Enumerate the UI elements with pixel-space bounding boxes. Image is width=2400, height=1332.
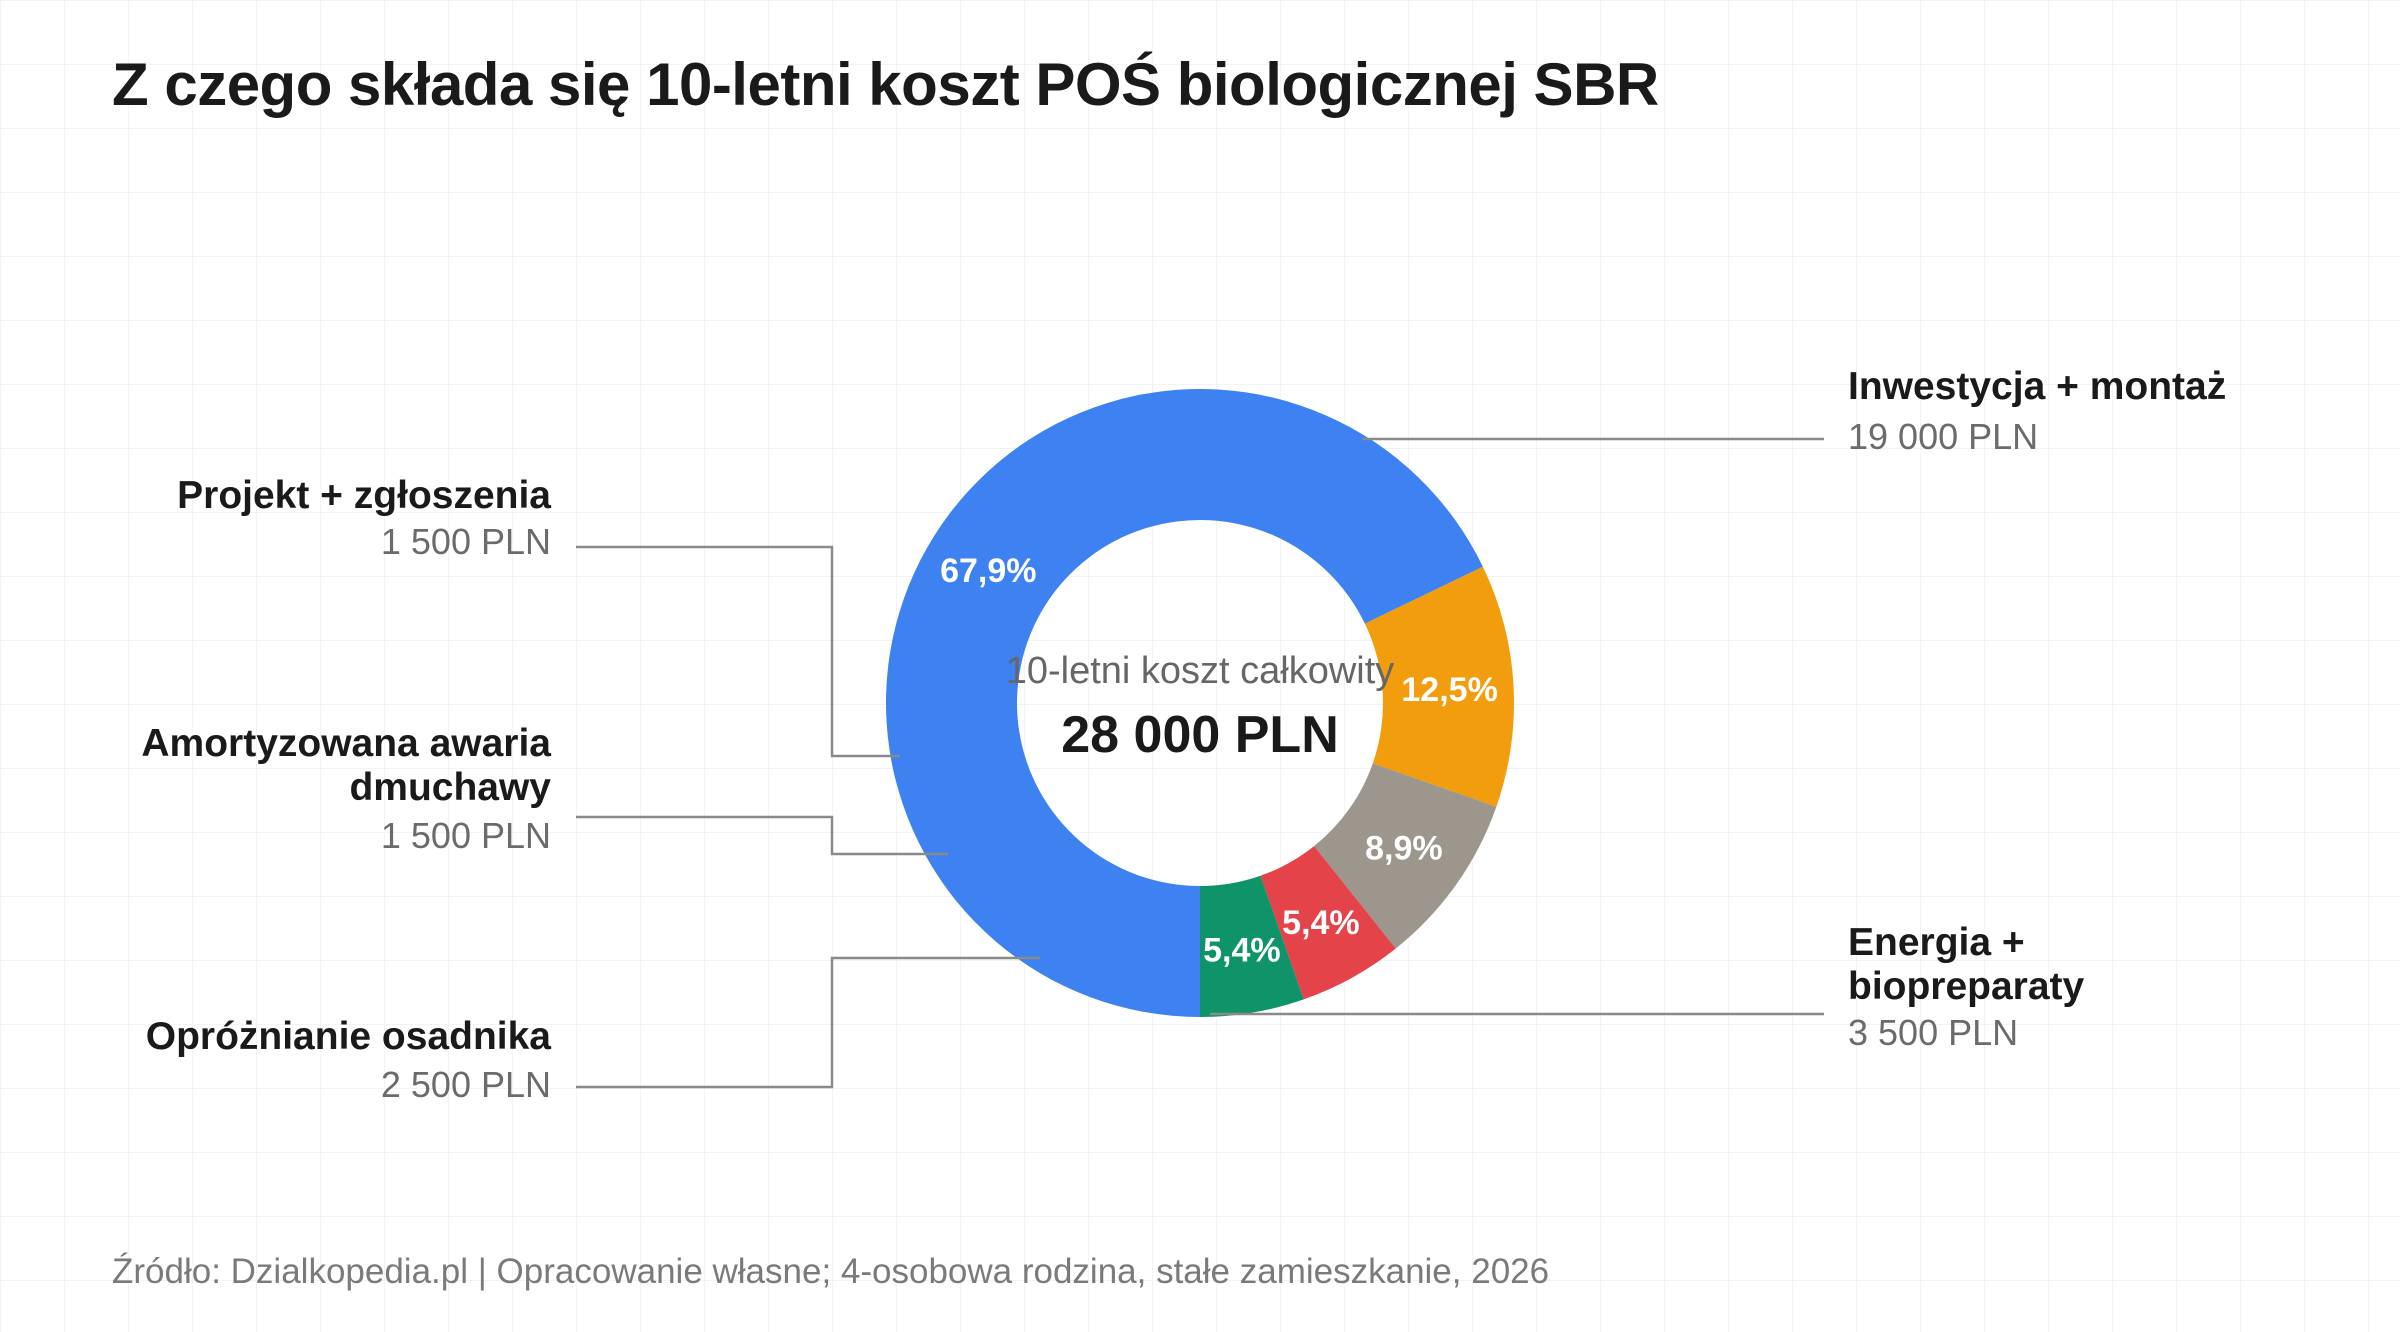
callout-name-0: Inwestycja + montaż [1848,365,2226,408]
slice-label-3: 5,4% [1282,904,1360,942]
callouts: Inwestycja + montaż 19 000 PLN Energia + bi… [141,365,2226,1105]
slice-label-2: 8,9% [1365,830,1443,868]
callout-value-1: 3 500 PLN [1848,1012,2018,1053]
callout-value-4: 1 500 PLN [381,521,551,562]
leader-line-2 [576,956,1040,1089]
callout-name-2: Opróżnianie osadnika [146,1015,552,1058]
center-caption: 10-letni koszt całkowity [1006,650,1395,692]
callout-value-0: 19 000 PLN [1848,416,2038,457]
callout-name-4: Projekt + zgłoszenia [177,474,551,517]
slice-label-0: 67,9% [940,552,1036,590]
slice-3 [1260,846,1396,1000]
callout-value-3: 1 500 PLN [381,815,551,856]
slice-0 [886,389,1483,1017]
slice-labels: 67,9%12,5%8,9%5,4%5,4% [940,552,1498,969]
callout-value-2: 2 500 PLN [381,1064,551,1105]
center-total: 28 000 PLN [1061,706,1339,764]
slice-label-4: 5,4% [1203,931,1281,969]
chart-title: Z czego składa się 10-letni koszt POŚ bi… [112,51,1659,118]
slice-4 [1200,875,1304,1017]
leader-line-3 [576,815,948,856]
callout-leaders [576,437,1824,1089]
slice-1 [1364,566,1514,807]
source-note: Źródło: Dzialkopedia.pl | Opracowanie wł… [112,1252,1550,1291]
leader-line-4 [576,545,900,758]
slice-2 [1314,763,1497,949]
callout-name-3: Amortyzowana awaria dmuchawy [141,722,551,809]
slice-label-1: 12,5% [1401,671,1497,709]
callout-name-1: Energia + biopreparaty [1848,921,2085,1008]
donut-slices [886,389,1514,1017]
